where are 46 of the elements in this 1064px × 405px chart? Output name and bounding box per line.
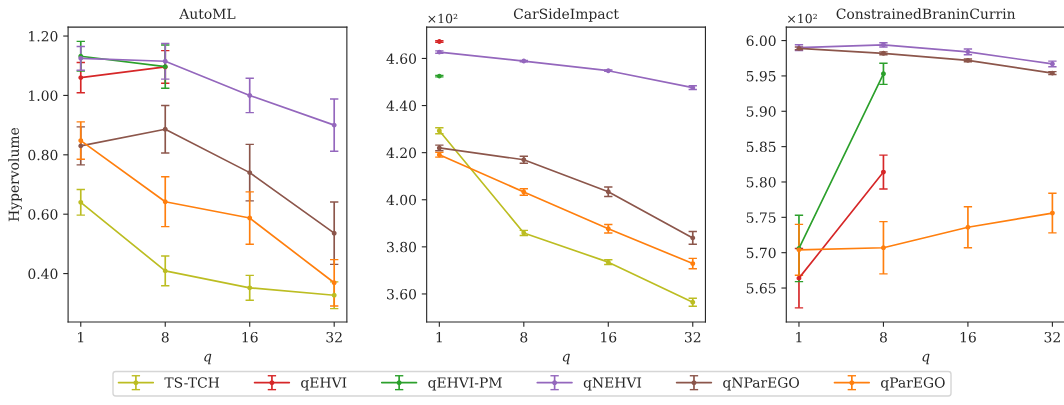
text: ×10² xyxy=(788,13,817,24)
x-tick-label: 8 xyxy=(161,331,169,343)
y-tick-label: 5.95 xyxy=(746,70,776,82)
y-tick-label: 0.60 xyxy=(28,209,58,220)
x-tick-label: 16 xyxy=(960,331,976,343)
y-tick-label: 1.20 xyxy=(29,31,58,42)
y-tick-label: 4.00 xyxy=(386,194,417,206)
x-tick-label: 1 xyxy=(78,331,84,343)
y-tick-label: 4.40 xyxy=(386,100,417,112)
x-tick-label: 1 xyxy=(796,331,802,343)
x-axis-title: q xyxy=(922,353,930,365)
y-axis-title: Hypervolume xyxy=(8,127,22,222)
y-tick-label: 6.00 xyxy=(746,35,776,47)
legend-label: qParEGO xyxy=(881,377,945,391)
x-tick-label: 8 xyxy=(520,331,528,343)
x-tick-label: 1 xyxy=(436,331,442,343)
y-tick-label: 4.60 xyxy=(386,53,417,64)
y-tick-label: 5.75 xyxy=(746,212,776,223)
chart-title: CarSideImpact xyxy=(513,8,619,22)
y-tick-label: 1.00 xyxy=(29,90,58,101)
x-tick-label: 32 xyxy=(326,331,342,343)
legend-label: TS-TCH xyxy=(164,377,220,388)
x-axis-title: q xyxy=(204,353,212,365)
y-tick-label: 5.70 xyxy=(746,247,776,259)
y-tick-label: 4.20 xyxy=(386,147,417,159)
y-tick-label: 5.65 xyxy=(746,283,776,294)
y-tick-label: 3.60 xyxy=(387,288,417,300)
legend-label: qNEHVI xyxy=(583,377,642,391)
x-axis-title: q xyxy=(562,353,570,365)
y-tick-label: 5.85 xyxy=(746,141,776,153)
legend-label: qNParEGO xyxy=(723,377,799,391)
y-tick-label: 5.80 xyxy=(746,176,776,188)
y-tick-label: 0.40 xyxy=(28,268,58,280)
chart-title: AutoML xyxy=(179,8,236,19)
y-tick-label: 5.90 xyxy=(746,106,776,117)
x-tick-label: 8 xyxy=(879,331,887,343)
y-tick-label: 3.80 xyxy=(387,241,417,253)
legend-label: qEHVI-PM xyxy=(428,377,502,391)
y-tick-label: 0.80 xyxy=(28,149,58,161)
x-tick-label: 16 xyxy=(601,331,617,343)
x-tick-label: 16 xyxy=(242,331,258,343)
chart-title: ConstrainedBraninCurrin xyxy=(836,8,1016,19)
legend-label: qEHVI xyxy=(301,377,347,391)
x-tick-label: 32 xyxy=(684,331,701,343)
text: ×10² xyxy=(428,13,458,24)
x-tick-label: 32 xyxy=(1044,331,1060,343)
